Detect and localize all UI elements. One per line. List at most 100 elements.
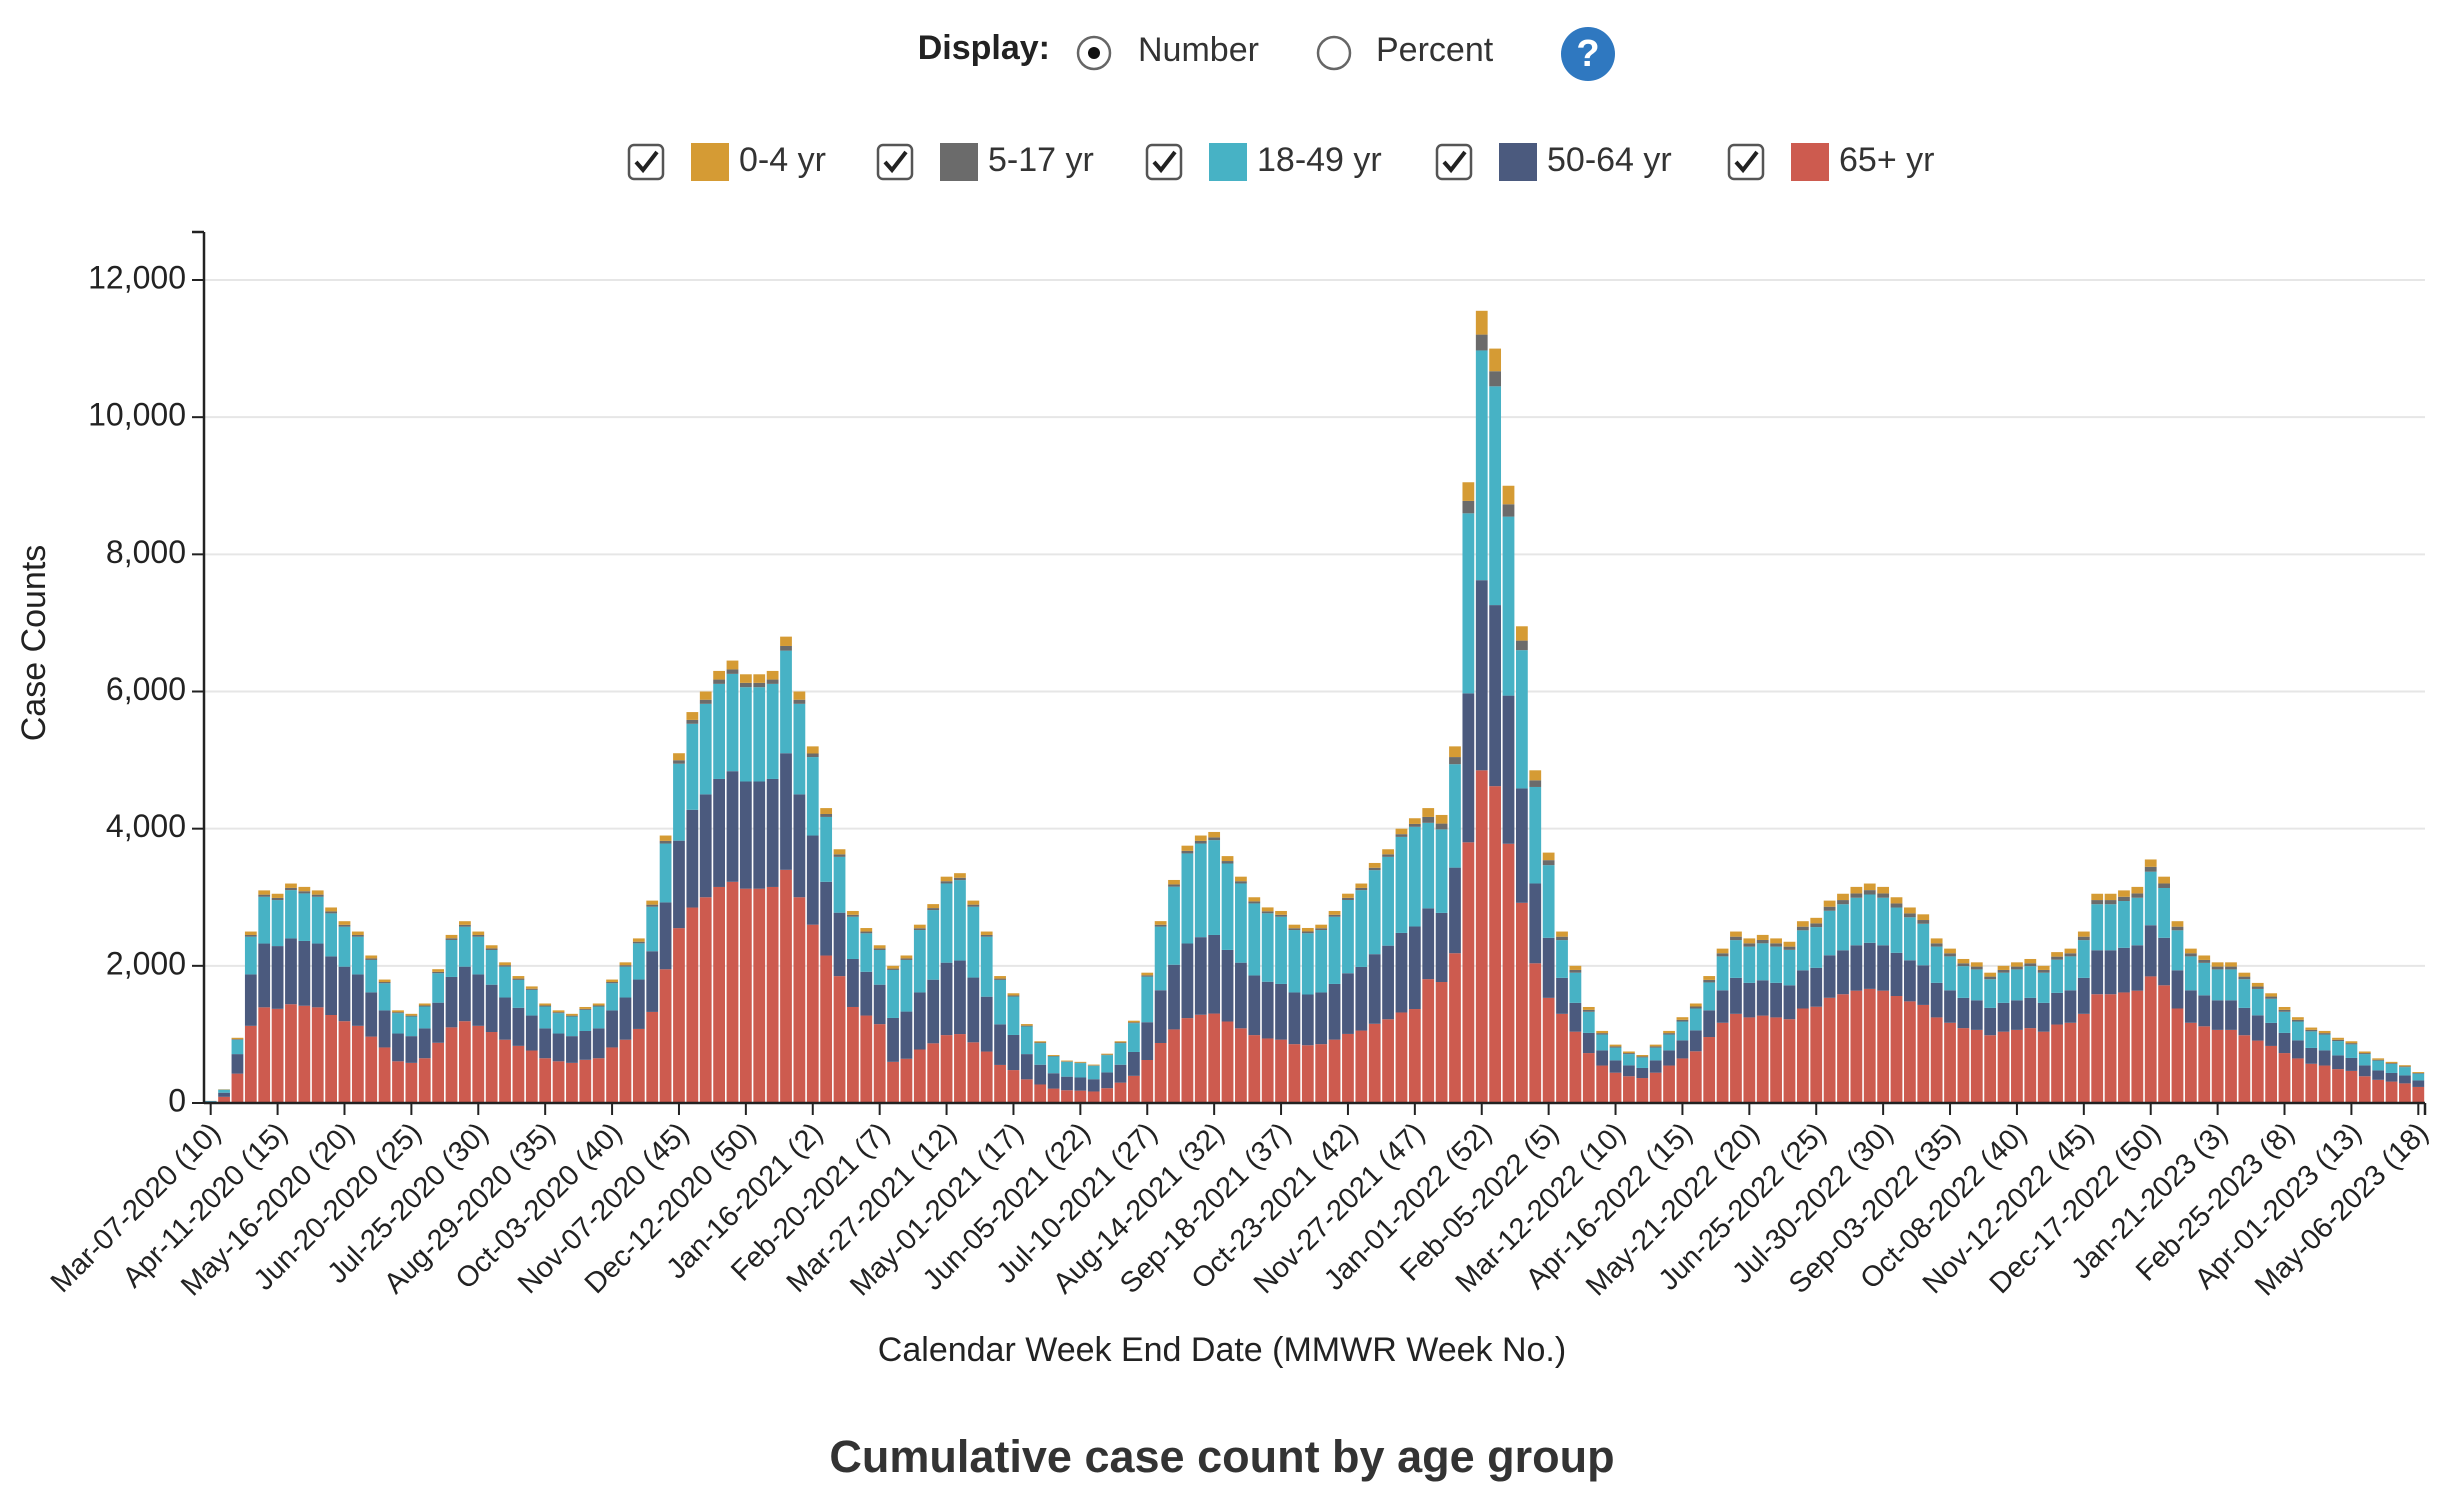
bar-segment xyxy=(2238,1007,2251,1036)
bar-segment xyxy=(2292,1019,2304,1022)
legend-label[interactable]: 0-4 yr xyxy=(739,141,826,179)
bar-segment xyxy=(1743,1017,1756,1103)
bar-segment xyxy=(1235,876,1247,882)
bar-segment xyxy=(1489,348,1502,372)
bar-segment xyxy=(1663,1030,1675,1034)
radio-button[interactable] xyxy=(1316,35,1352,71)
bar-segment xyxy=(1997,969,2010,973)
bar-segment xyxy=(1382,854,1394,857)
bar-segment xyxy=(1957,963,1970,967)
bar-segment xyxy=(954,1034,966,1103)
bar-segment xyxy=(1194,1014,1207,1103)
bar-segment xyxy=(231,1037,244,1040)
bar-segment xyxy=(766,679,779,684)
bar-segment xyxy=(2158,887,2170,938)
help-icon[interactable]: ? xyxy=(1576,33,1599,75)
bar-segment xyxy=(860,933,873,972)
legend-label[interactable]: 50-64 yr xyxy=(1547,141,1672,179)
legend-checkbox[interactable] xyxy=(1435,143,1473,181)
bar-segment xyxy=(512,1007,525,1046)
bar-segment xyxy=(2064,990,2077,1023)
bar-segment xyxy=(392,1010,404,1013)
bar-segment xyxy=(1422,816,1435,823)
bar-segment xyxy=(2305,1063,2318,1103)
bar-segment xyxy=(1502,504,1515,517)
bar-segment xyxy=(2171,930,2184,971)
bar-segment xyxy=(1449,764,1461,868)
bar-segment xyxy=(1623,1051,1635,1054)
bar-segment xyxy=(2412,1080,2425,1087)
bar-segment xyxy=(1435,982,1448,1103)
legend-checkbox[interactable] xyxy=(1727,143,1765,181)
bar-segment xyxy=(847,1006,859,1103)
bar-segment xyxy=(552,1033,565,1062)
bar-segment xyxy=(1890,952,1903,997)
bar-segment xyxy=(860,971,873,1016)
bar-segment xyxy=(1154,921,1167,925)
bar-segment xyxy=(485,1032,498,1103)
bar-segment xyxy=(1475,580,1488,771)
legend-checkbox[interactable] xyxy=(1145,143,1183,181)
help-button[interactable] xyxy=(1561,27,1615,81)
bar-segment xyxy=(351,931,364,935)
bar-segment xyxy=(686,907,699,1103)
bar-segment xyxy=(2064,956,2077,991)
bar-segment xyxy=(298,893,311,941)
bar-segment xyxy=(2332,1069,2344,1103)
bar-segment xyxy=(2345,1070,2358,1103)
legend-label[interactable]: 65+ yr xyxy=(1839,141,1934,179)
bar-segment xyxy=(244,974,257,1026)
bar-segment xyxy=(1007,996,1020,1035)
bar-segment xyxy=(673,840,685,929)
bar-segment xyxy=(887,968,899,970)
bar-segment xyxy=(1235,1028,1247,1103)
bar-segment xyxy=(699,699,712,704)
bar-segment xyxy=(940,1035,953,1103)
bar-segment xyxy=(2104,893,2117,901)
bar-segment xyxy=(2131,945,2144,991)
bar-segment xyxy=(539,1058,552,1103)
bar-segment xyxy=(2158,937,2170,986)
bar-segment xyxy=(699,691,712,700)
bar-segment xyxy=(1837,994,1849,1103)
bar-segment xyxy=(2118,947,2130,993)
legend-label[interactable]: 5-17 yr xyxy=(988,141,1094,179)
bar-segment xyxy=(325,1015,337,1103)
bar-segment xyxy=(1596,1030,1609,1034)
bar-segment xyxy=(1502,843,1515,1103)
bar-segment xyxy=(2211,969,2224,1001)
bar-segment xyxy=(459,926,471,967)
bar-segment xyxy=(699,703,712,795)
bar-segment xyxy=(258,894,271,897)
radio-label[interactable]: Percent xyxy=(1376,31,1494,69)
bar-segment xyxy=(499,966,511,998)
legend-checkbox[interactable] xyxy=(627,143,665,181)
bar-segment xyxy=(739,888,752,1103)
bar-segment xyxy=(378,1047,391,1103)
bar-segment xyxy=(1863,894,1876,943)
legend-label[interactable]: 18-49 yr xyxy=(1257,141,1382,179)
bar-segment xyxy=(820,955,833,1103)
bar-segment xyxy=(2385,1063,2398,1073)
bar-segment xyxy=(1796,930,1809,971)
bar-segment xyxy=(1489,371,1502,387)
bar-segment xyxy=(1074,1077,1087,1091)
bar-segment xyxy=(1502,695,1515,844)
bar-segment xyxy=(1582,1006,1595,1010)
bar-segment xyxy=(1315,930,1328,993)
legend-checkbox[interactable] xyxy=(876,143,914,181)
chart-title: Cumulative case count by age group xyxy=(829,1431,1614,1482)
bar-segment xyxy=(1301,933,1314,995)
bar-segment xyxy=(753,682,766,688)
bar-segment xyxy=(2332,1041,2344,1056)
radio-label[interactable]: Number xyxy=(1138,31,1259,69)
bar-segment xyxy=(619,966,632,998)
bar-segment xyxy=(1061,1061,1073,1077)
bar-segment xyxy=(2385,1063,2398,1064)
bar-segment xyxy=(2064,1022,2077,1103)
bar-segment xyxy=(2131,990,2144,1103)
bar-segment xyxy=(525,1050,538,1103)
bar-segment xyxy=(2251,982,2264,987)
bar-segment xyxy=(2358,1053,2371,1055)
bar-segment xyxy=(1221,1021,1234,1103)
